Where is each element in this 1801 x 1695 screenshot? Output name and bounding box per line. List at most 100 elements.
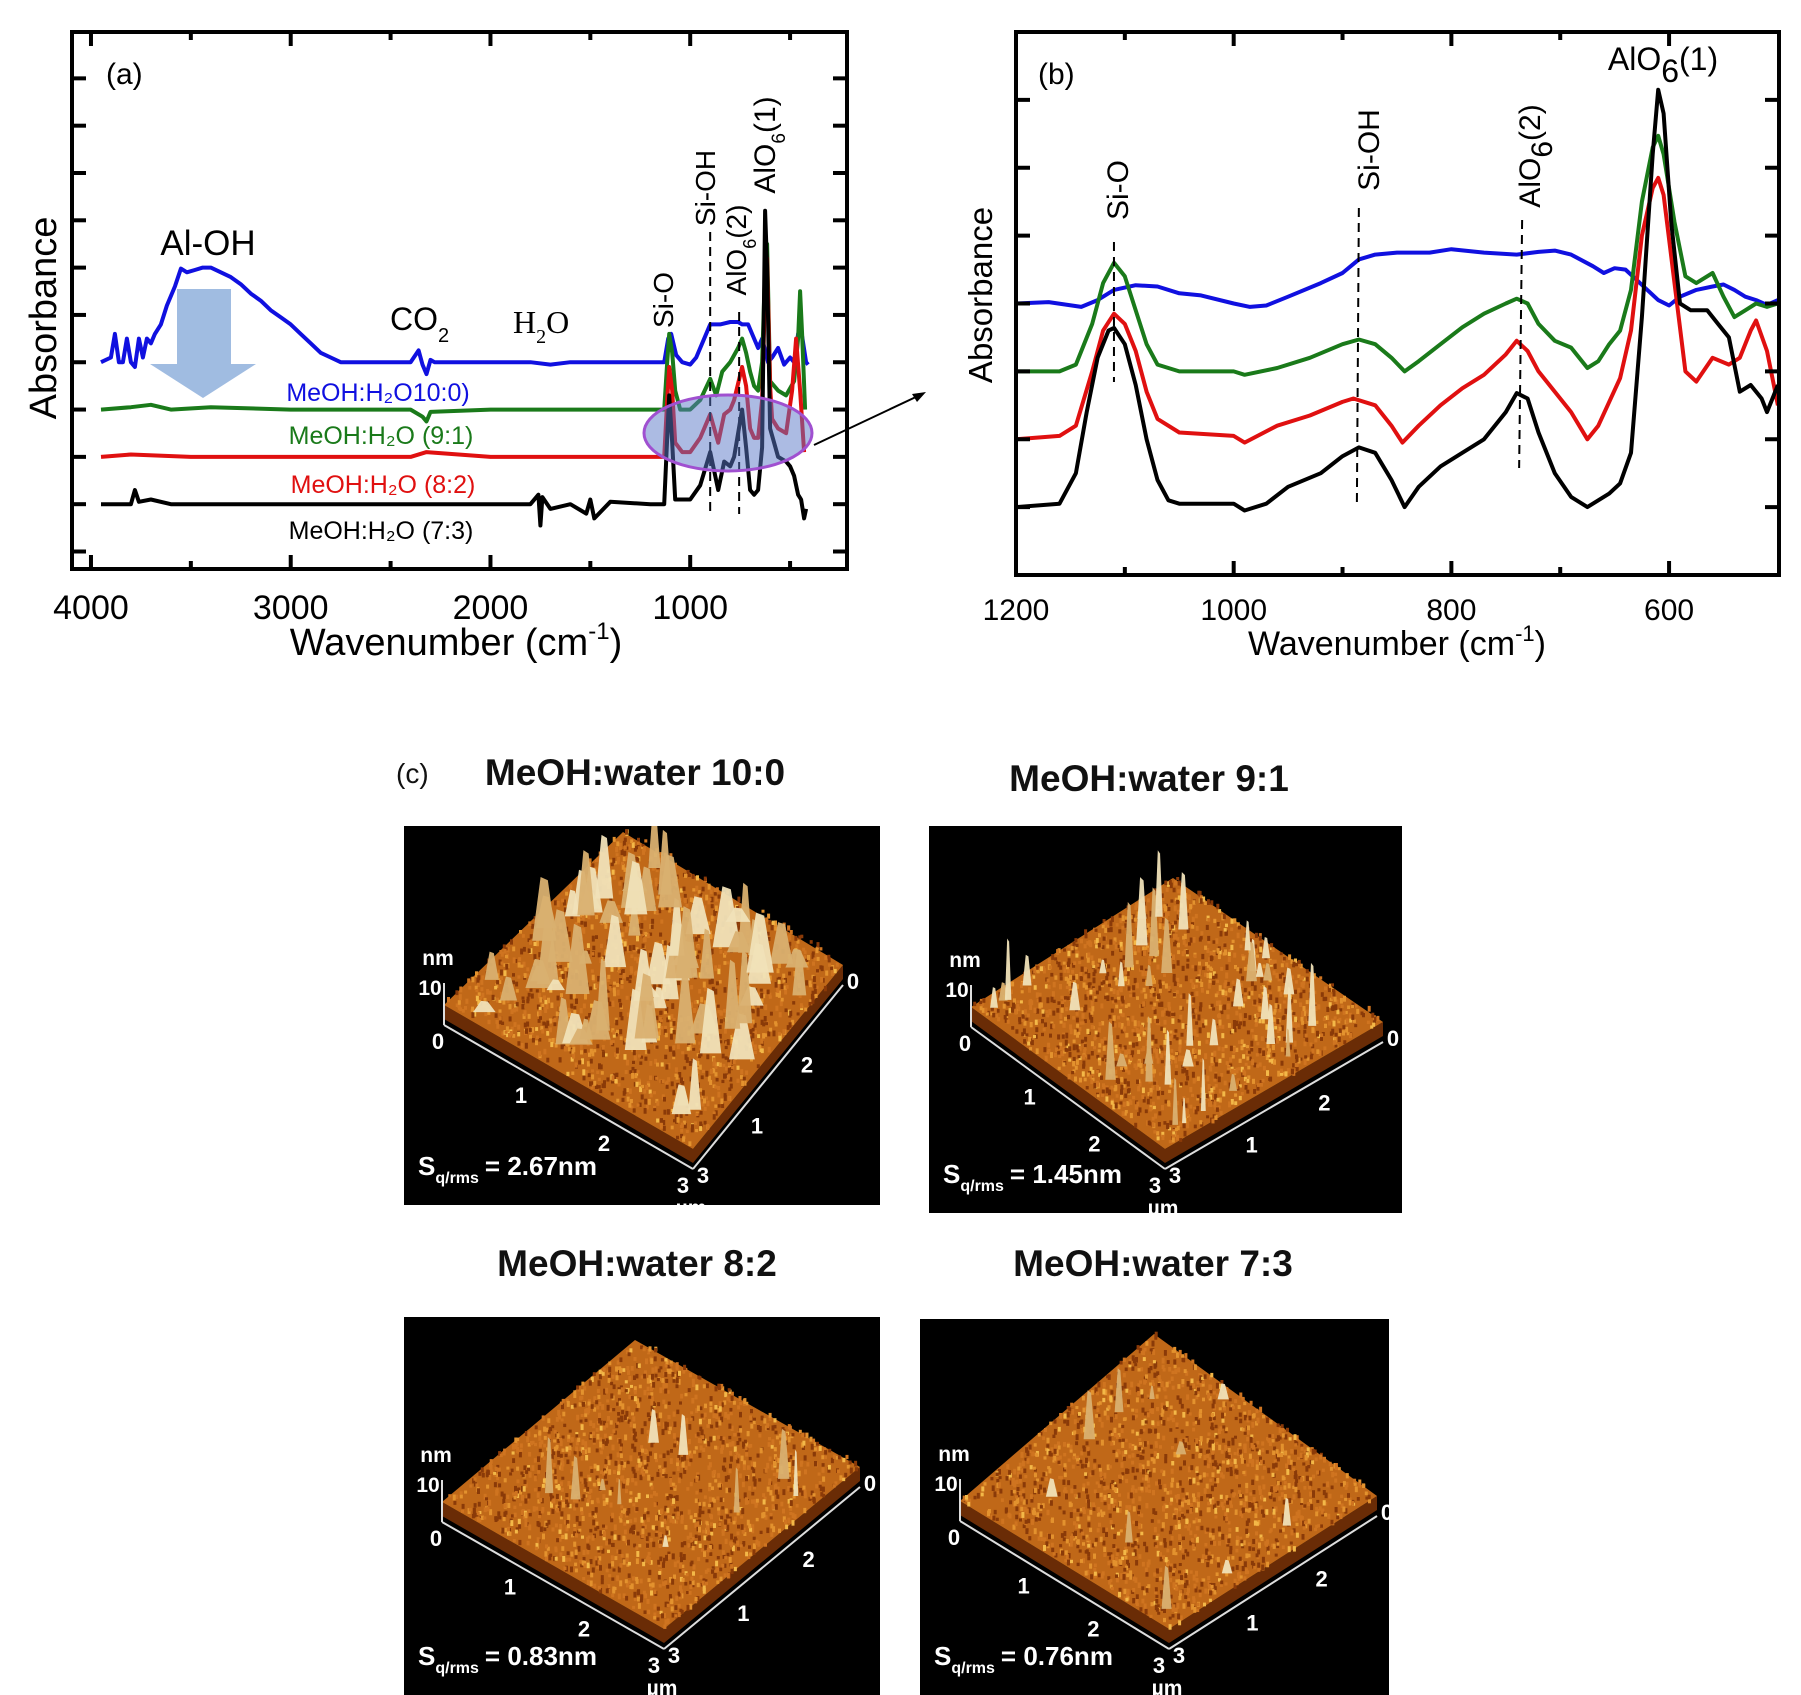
x-tick-label: 600 <box>1644 594 1694 627</box>
annotation-alo6-2-b: AlO6(2) <box>1514 104 1559 207</box>
x-axis-label-2: 2 <box>598 1131 610 1156</box>
x-axis-title-a: Wavenumber (cm-1) <box>290 618 622 664</box>
arrowhead-icon <box>912 392 926 402</box>
x-axis-title-b: Wavenumber (cm-1) <box>1248 621 1546 663</box>
y-axis-label-2: 2 <box>803 1547 815 1572</box>
series-group-b <box>1015 87 1780 513</box>
annotation-si-oh: Si-OH <box>690 150 721 226</box>
z-axis-unit: nm <box>422 947 454 970</box>
y-axis-label-3: 3 <box>1173 1643 1185 1668</box>
zoom-pointer-arrow <box>813 395 919 446</box>
x-axis-label-0: 0 <box>432 1029 444 1054</box>
legend-label-8-2: MeOH:H₂O (8:2) <box>291 471 476 499</box>
lateral-axis-unit: µm <box>1152 1677 1183 1695</box>
y-axis-label-3: 3 <box>1169 1163 1181 1188</box>
legend-label-10-0: MeOH:H₂O10:0) <box>286 379 469 407</box>
afm-title-7-3: MeOH:water 7:3 <box>1013 1243 1293 1284</box>
legend-label-7-3: MeOH:H₂O (7:3) <box>289 517 474 545</box>
ftir-panel-b: 1200 1000 800 600 (b) Si-O Si-OH AlO6(2) Al… <box>962 30 1781 663</box>
x-axis-label-1: 1 <box>1024 1084 1036 1109</box>
z-axis-max-label: 10 <box>934 1473 957 1496</box>
x-tick-label: 800 <box>1426 594 1476 627</box>
y-axis-title-b: Absorbance <box>962 207 999 383</box>
peak-marker-line <box>1518 219 1524 469</box>
axes-frame-a: 4000 3000 2000 1000 <box>53 30 849 627</box>
roughness-label: Sq/rms = 2.67nm <box>418 1151 597 1187</box>
x-axis-label-1: 1 <box>515 1083 527 1108</box>
roughness-label: Sq/rms = 0.76nm <box>934 1641 1113 1677</box>
y-axis-label-3: 3 <box>668 1643 680 1668</box>
x-axis-label-2: 2 <box>1088 1132 1100 1157</box>
lateral-axis-unit: µm <box>647 1677 678 1695</box>
x-axis-label-1: 1 <box>1018 1574 1030 1599</box>
series-line-a-0 <box>100 265 810 377</box>
x-axis-label-3: 3 <box>1149 1173 1161 1198</box>
afm-axes <box>443 983 844 1170</box>
afm-axes <box>970 985 1384 1170</box>
x-tick-label: 1000 <box>652 589 728 627</box>
surface-peaks <box>473 809 809 1115</box>
highlight-ellipse <box>642 393 814 473</box>
annotation-alo6-1: AlO6(1) <box>749 96 790 193</box>
afm-axes <box>959 1479 1378 1650</box>
y-axis-label-0: 0 <box>1381 1500 1389 1525</box>
y-axis-label-0: 0 <box>847 969 859 994</box>
surface-texture <box>448 1345 858 1629</box>
x-tick-label: 1000 <box>1200 594 1267 627</box>
y-axis-label-1: 1 <box>1246 1133 1258 1158</box>
annotation-al-oh: Al-OH <box>160 224 255 263</box>
z-axis-max-label: 10 <box>945 979 968 1002</box>
y-axis-label-1: 1 <box>1246 1611 1258 1636</box>
x-axis-label-2: 2 <box>578 1617 590 1642</box>
surface-texture <box>962 1331 1371 1630</box>
afm-title-10-0: MeOH:water 10:0 <box>484 752 786 793</box>
series-line-b-3 <box>1015 87 1780 513</box>
y-axis-label-2: 2 <box>1316 1566 1328 1591</box>
annotation-alo6-1-b: AlO6(1) <box>1608 41 1718 89</box>
z-axis-unit: nm <box>420 1444 452 1467</box>
series-line-b-2 <box>1015 175 1780 445</box>
annotation-alo6-2: AlO6(2) <box>721 205 760 296</box>
x-axis-label-3: 3 <box>648 1653 660 1678</box>
roughness-label: Sq/rms = 0.83nm <box>418 1641 597 1677</box>
afm-axes <box>441 1480 861 1650</box>
lateral-axis-unit: µm <box>676 1197 707 1205</box>
peak-marker-line <box>1355 207 1360 509</box>
afm-image-9-1: nm 10 0 1 1 2 2 3 3 µm 0 Sq/rms = 1.45nm <box>929 826 1402 1220</box>
panel-label-c: (c) <box>396 758 429 789</box>
x-axis-label-0: 0 <box>430 1526 442 1551</box>
afm-image-7-3: nm 10 0 1 1 2 2 3 3 µm 0 Sq/rms = 0.76nm <box>920 1319 1393 1695</box>
plot-frame <box>70 30 849 571</box>
z-axis-max-label: 10 <box>416 1474 439 1497</box>
x-tick-label: 2000 <box>453 589 529 627</box>
surface-peaks <box>1045 1368 1292 1609</box>
annotation-si-oh-b: Si-OH <box>1353 109 1386 191</box>
spectra-charts: 4000 3000 2000 1000 (a) Al-OH CO2 H2O Si-O … <box>23 30 1781 664</box>
ftir-panel-a: 4000 3000 2000 1000 (a) Al-OH CO2 H2O Si-O … <box>23 30 849 664</box>
x-axis-label-0: 0 <box>948 1525 960 1550</box>
annotation-h2o: H2O <box>513 304 569 348</box>
z-axis-max-label: 10 <box>418 977 441 1000</box>
annotation-co2: CO2 <box>390 301 449 347</box>
panel-label-b: (b) <box>1038 58 1075 91</box>
axes-frame-b: 1200 1000 800 600 <box>983 30 1781 627</box>
y-axis-label-3: 3 <box>697 1163 709 1188</box>
x-axis-label-1: 1 <box>504 1574 516 1599</box>
x-tick-label: 1200 <box>983 594 1050 627</box>
x-axis-label-0: 0 <box>959 1031 971 1056</box>
surface-peaks <box>990 850 1317 1125</box>
surface-side <box>442 1467 860 1643</box>
x-tick-label: 4000 <box>53 589 129 627</box>
panel-label-a: (a) <box>106 58 143 91</box>
x-axis-label-3: 3 <box>677 1173 689 1198</box>
afm-image-8-2: nm 10 0 1 1 2 2 3 3 µm 0 Sq/rms = 0.83nm <box>404 1317 880 1695</box>
legend-label-9-1: MeOH:H₂O (9:1) <box>289 422 474 450</box>
x-axis-label-2: 2 <box>1087 1616 1099 1641</box>
series-line-b-1 <box>1016 133 1779 377</box>
y-axis-label-0: 0 <box>864 1471 876 1496</box>
